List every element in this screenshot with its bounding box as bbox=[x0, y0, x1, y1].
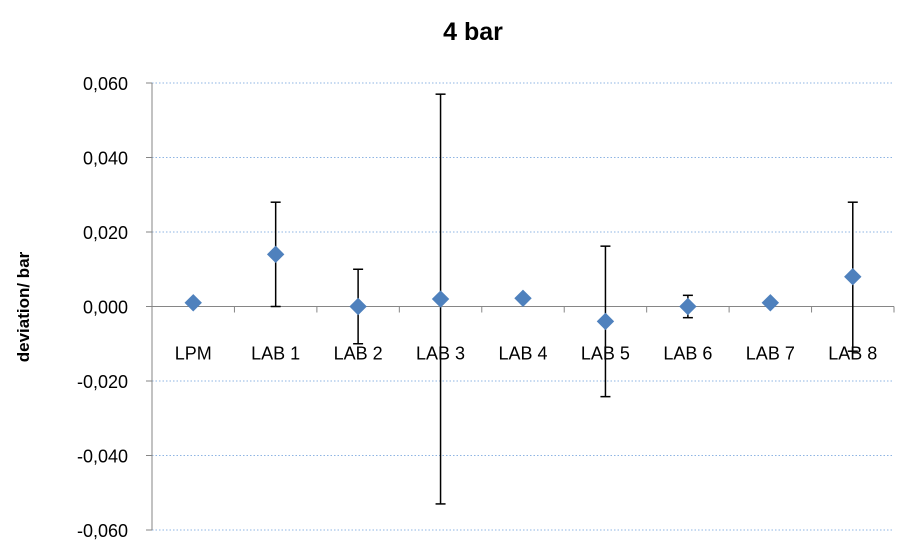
axes bbox=[146, 82, 895, 531]
x-tick-label: LPM bbox=[175, 344, 212, 364]
data-point bbox=[266, 245, 285, 264]
y-tick-label: 0,060 bbox=[83, 74, 128, 94]
x-tick-label: LAB 2 bbox=[334, 344, 383, 364]
chart-title: 4 bar bbox=[443, 18, 503, 46]
data-point bbox=[349, 297, 367, 316]
data-point bbox=[514, 289, 532, 308]
data-point bbox=[596, 312, 615, 331]
x-tick-label: LAB 4 bbox=[498, 344, 547, 364]
y-tick-label: 0,040 bbox=[83, 149, 128, 169]
grid-lines bbox=[152, 82, 894, 531]
y-tick-label: 0,020 bbox=[83, 223, 128, 243]
x-tick-label: LAB 8 bbox=[828, 344, 877, 364]
data-point bbox=[431, 290, 450, 308]
y-tick-label: -0,020 bbox=[77, 372, 128, 392]
data-point bbox=[844, 267, 862, 286]
x-tick-label: LAB 1 bbox=[251, 344, 300, 364]
data-points bbox=[184, 245, 862, 331]
y-tick-labels: 0,060 0,040 0,020 0,000 -0,020 -0,040 -0,060 bbox=[77, 74, 128, 541]
data-point bbox=[679, 297, 697, 316]
y-tick-label: 0,000 bbox=[83, 298, 128, 318]
y-axis-label: deviation/ bar bbox=[14, 251, 33, 362]
x-tick-label: LAB 7 bbox=[746, 344, 795, 364]
x-tick-label: LAB 6 bbox=[663, 344, 712, 364]
data-point bbox=[761, 294, 780, 312]
data-point bbox=[184, 294, 202, 312]
y-tick-label: -0,060 bbox=[77, 521, 128, 541]
x-tick-labels: LPM LAB 1 LAB 2 LAB 3 LAB 4 LAB 5 LAB 6 LAB 7 LA… bbox=[175, 344, 878, 364]
y-tick-label: -0,040 bbox=[77, 447, 128, 467]
